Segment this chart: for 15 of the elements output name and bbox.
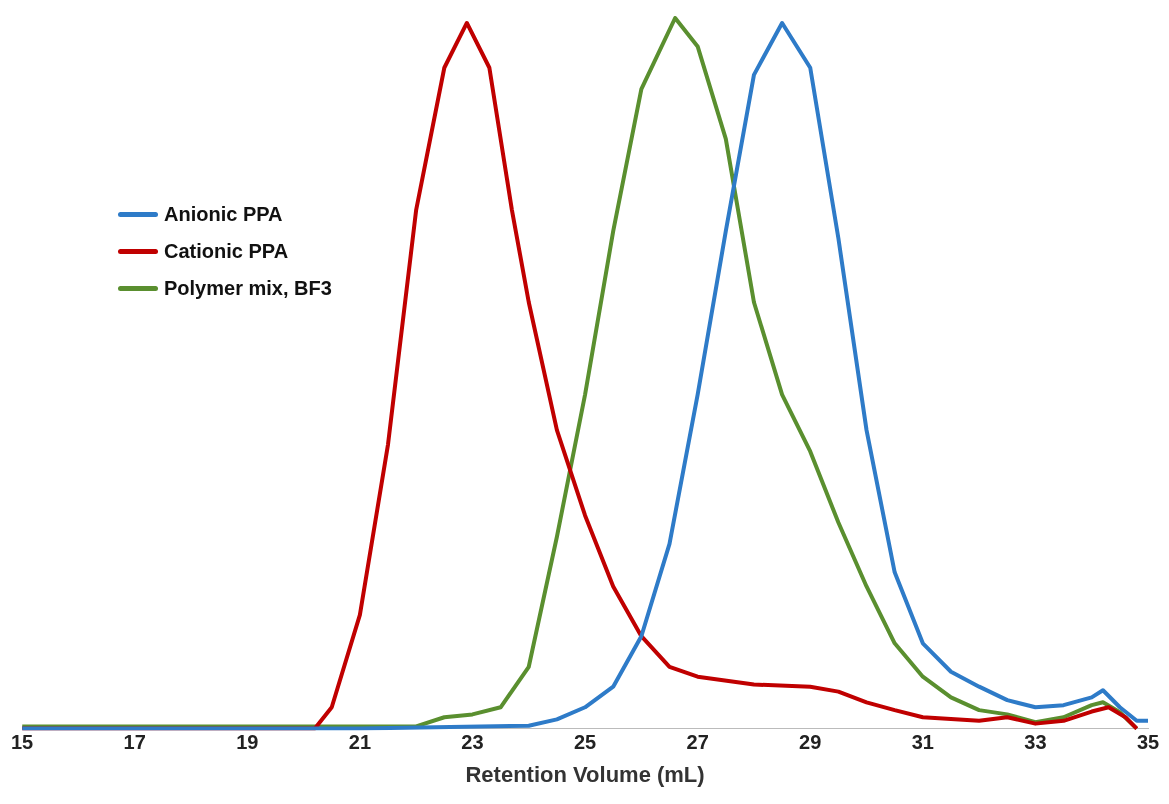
x-tick-label: 19	[236, 731, 259, 754]
x-tick-label: 25	[573, 731, 597, 754]
x-tick-label: 29	[799, 731, 822, 754]
x-tick-label: 17	[123, 731, 146, 754]
x-tick-label: 31	[911, 731, 934, 754]
x-tick-label: 27	[686, 731, 709, 754]
x-tick-label: 23	[461, 731, 484, 754]
x-tick-label: 33	[1024, 731, 1047, 754]
x-axis-title: Retention Volume (mL)	[465, 761, 705, 787]
legend-label: Anionic PPA	[164, 203, 283, 226]
legend-label: Cationic PPA	[164, 240, 289, 263]
x-tick-label: 35	[1136, 731, 1160, 754]
x-tick-label: 15	[11, 731, 34, 754]
legend-label: Polymer mix, BF3	[164, 277, 332, 300]
x-tick-label: 21	[348, 731, 372, 754]
